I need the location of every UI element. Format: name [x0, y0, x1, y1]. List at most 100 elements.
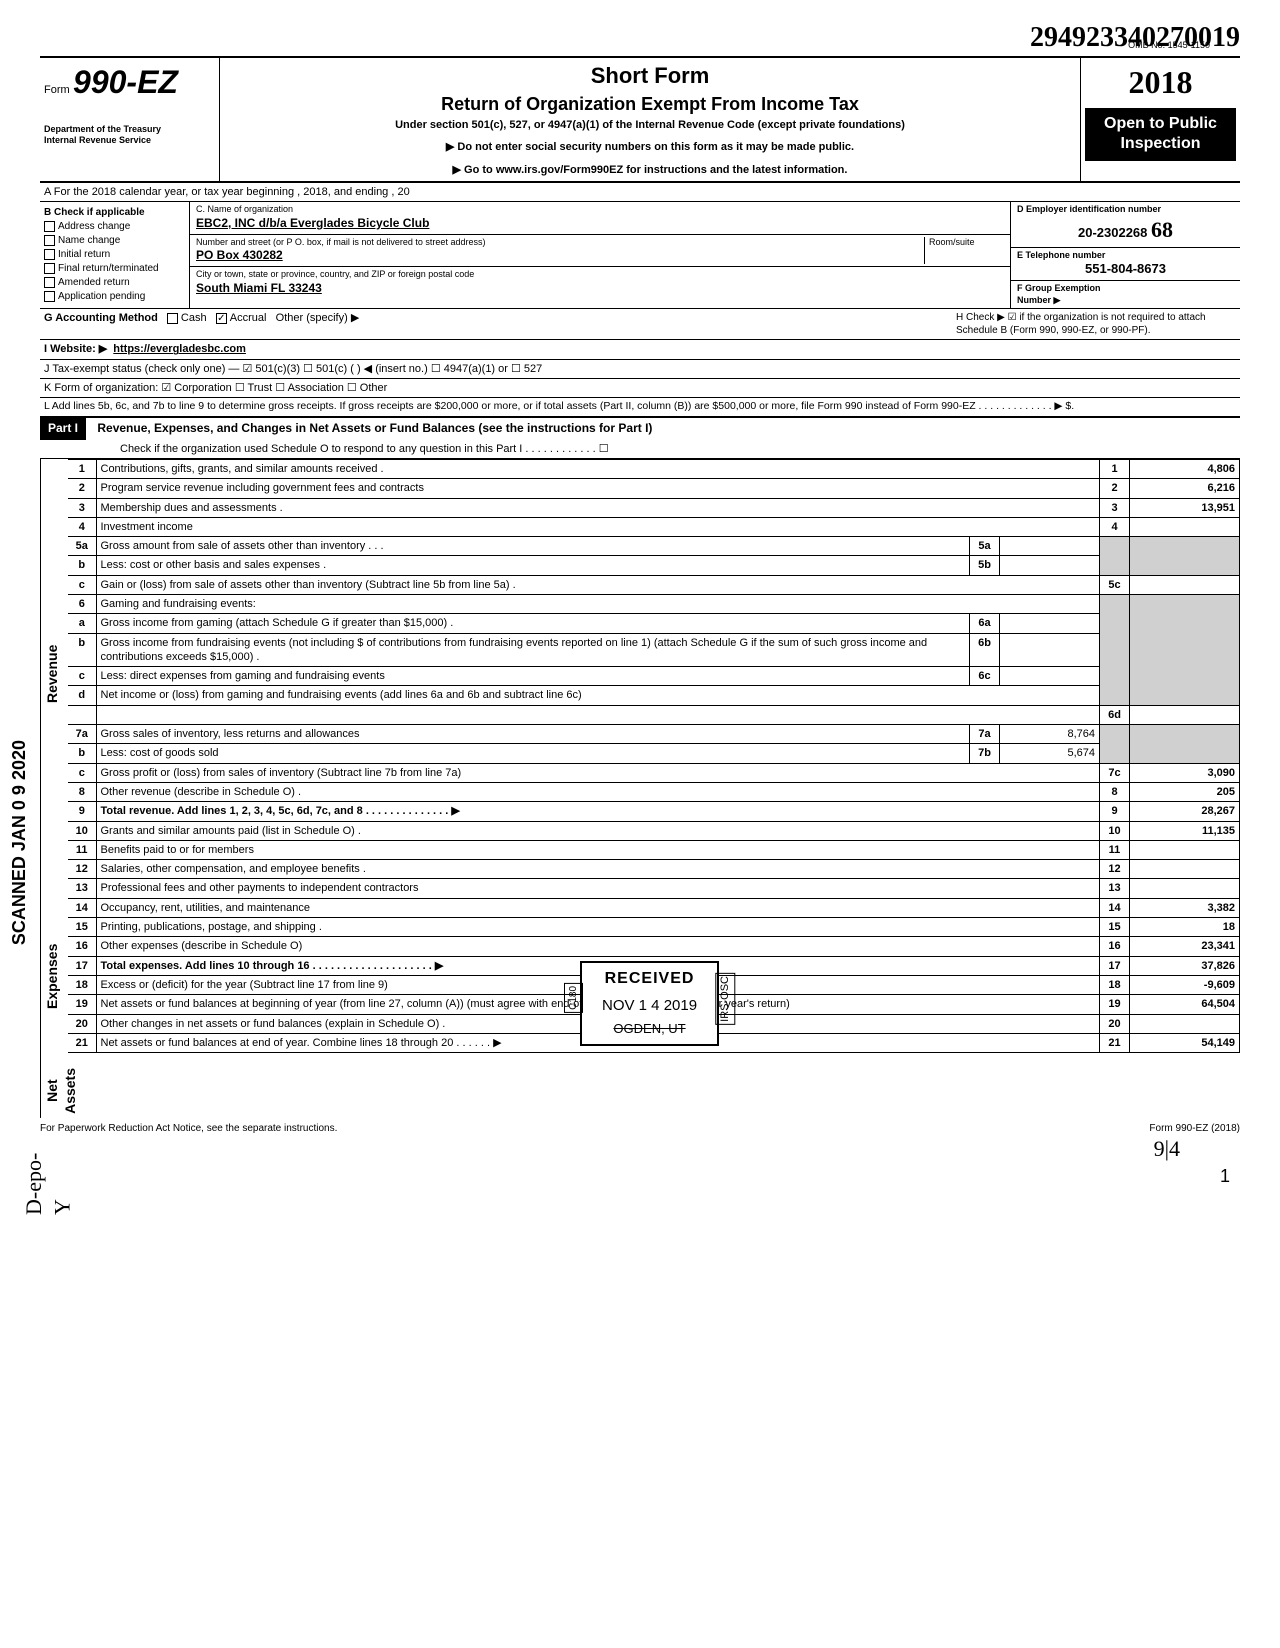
row-l: L Add lines 5b, 6c, and 7b to line 9 to …	[40, 398, 1240, 417]
c-city-row: City or town, state or province, country…	[190, 267, 1010, 298]
received-date: NOV 1 4 2019	[602, 996, 697, 1016]
received-side: IRS-OSC	[715, 973, 735, 1025]
side-netassets: Net Assets	[40, 1064, 68, 1118]
received-stamp: RECEIVED NOV 1 4 2019 OGDEN, UT IRS-OSC …	[580, 961, 719, 1046]
d-column: D Employer identification number 20-2302…	[1010, 202, 1240, 308]
c-name-label: C. Name of organization	[196, 204, 1004, 216]
phone: 551-804-8673	[1017, 261, 1234, 278]
chk-accrual[interactable]: ✓	[216, 313, 227, 324]
room-label: Room/suite	[929, 237, 1004, 249]
part1-header: Part I Revenue, Expenses, and Changes in…	[40, 417, 1240, 459]
e-label: E Telephone number	[1017, 250, 1234, 262]
line-5a: 5aGross amount from sale of assets other…	[68, 537, 1240, 556]
form-prefix: Form	[44, 84, 70, 96]
open-to-public: Open to Public Inspection	[1085, 108, 1236, 162]
form-note2: ▶ Go to www.irs.gov/Form990EZ for instru…	[228, 163, 1072, 177]
chk-name-change[interactable]: Name change	[44, 234, 185, 247]
chk-app-pending[interactable]: Application pending	[44, 290, 185, 303]
form-header: Form 990-EZ Department of the Treasury I…	[40, 56, 1240, 183]
tax-year: 2018	[1085, 62, 1236, 104]
received-loc: OGDEN, UT	[602, 1021, 697, 1038]
d-label: D Employer identification number	[1017, 204, 1234, 216]
hand-bottom-left: D-epo-Y	[20, 1145, 77, 1215]
e-phone-row: E Telephone number 551-804-8673	[1011, 248, 1240, 282]
chk-cash[interactable]	[167, 313, 178, 324]
page-number: 1	[1220, 1165, 1230, 1188]
line-16: 16Other expenses (describe in Schedule O…	[68, 937, 1240, 956]
chk-final-return[interactable]: Final return/terminated	[44, 262, 185, 275]
c-city-label: City or town, state or province, country…	[196, 269, 1004, 281]
part1-badge: Part I	[40, 418, 86, 440]
row-k: K Form of organization: ☑ Corporation ☐ …	[40, 379, 1240, 398]
line-13: 13Professional fees and other payments t…	[68, 879, 1240, 898]
row-j: J Tax-exempt status (check only one) — ☑…	[40, 360, 1240, 379]
side-expenses: Expenses	[40, 889, 68, 1064]
b-column: B Check if applicable Address change Nam…	[40, 202, 190, 308]
line-10: 10Grants and similar amounts paid (list …	[68, 821, 1240, 840]
footer-left: For Paperwork Reduction Act Notice, see …	[40, 1122, 337, 1135]
line-2: 2Program service revenue including gover…	[68, 479, 1240, 498]
footer: For Paperwork Reduction Act Notice, see …	[40, 1122, 1240, 1135]
org-address: PO Box 430282	[196, 248, 924, 264]
line-6b: bGross income from fundraising events (n…	[68, 633, 1240, 667]
org-city: South Miami FL 33243	[196, 281, 1004, 297]
footer-right: Form 990-EZ (2018)	[1149, 1122, 1240, 1135]
line-4: 4Investment income4	[68, 517, 1240, 536]
c-name-row: C. Name of organization EBC2, INC d/b/a …	[190, 202, 1010, 234]
received-code: C180	[564, 983, 583, 1013]
f-label: F Group Exemption Number ▶	[1017, 283, 1234, 306]
doc-id-row: 294923340270019 OMB No. 1545-1150	[40, 20, 1240, 52]
line-14: 14Occupancy, rent, utilities, and mainte…	[68, 898, 1240, 917]
lines-wrapper: Revenue Expenses Net Assets 1Contributio…	[40, 459, 1240, 1118]
line-5c: cGain or (loss) from sale of assets othe…	[68, 575, 1240, 594]
line-9: 9Total revenue. Add lines 1, 2, 3, 4, 5c…	[68, 802, 1240, 821]
line-15: 15Printing, publications, postage, and s…	[68, 918, 1240, 937]
g-other: Other (specify) ▶	[276, 312, 360, 324]
form-under: Under section 501(c), 527, or 4947(a)(1)…	[228, 118, 1072, 132]
dept-label: Department of the Treasury Internal Reve…	[44, 124, 215, 147]
row-i: I Website: ▶ https://evergladesbc.com	[40, 340, 1240, 359]
chk-address-change[interactable]: Address change	[44, 220, 185, 233]
i-label: I Website: ▶	[44, 342, 107, 356]
line-6a: aGross income from gaming (attach Schedu…	[68, 614, 1240, 633]
line-8: 8Other revenue (describe in Schedule O) …	[68, 782, 1240, 801]
line-7b: bLess: cost of goods sold7b5,674	[68, 744, 1240, 763]
row-g-h: G Accounting Method Cash ✓Accrual Other …	[40, 309, 1240, 340]
scanned-stamp: SCANNED JAN 0 9 2020	[8, 740, 31, 945]
chk-amended-return[interactable]: Amended return	[44, 276, 185, 289]
form-number-box: Form 990-EZ Department of the Treasury I…	[40, 58, 220, 181]
line-5b: bLess: cost or other basis and sales exp…	[68, 556, 1240, 575]
line-3: 3Membership dues and assessments .313,95…	[68, 498, 1240, 517]
section-bcdef: B Check if applicable Address change Nam…	[40, 202, 1240, 309]
line-6d-pre: dNet income or (loss) from gaming and fu…	[68, 686, 1240, 705]
g-label: G Accounting Method	[44, 312, 158, 324]
chk-initial-return[interactable]: Initial return	[44, 248, 185, 261]
side-revenue: Revenue	[40, 459, 68, 889]
org-name: EBC2, INC d/b/a Everglades Bicycle Club	[196, 216, 1004, 232]
c-column: C. Name of organization EBC2, INC d/b/a …	[190, 202, 1010, 308]
short-form-title: Short Form	[228, 62, 1072, 91]
c-addr-label: Number and street (or P O. box, if mail …	[196, 237, 924, 249]
line-6c: cLess: direct expenses from gaming and f…	[68, 667, 1240, 686]
b-label: B Check if applicable	[44, 206, 185, 219]
line-12: 12Salaries, other compensation, and empl…	[68, 860, 1240, 879]
form-subtitle: Return of Organization Exempt From Incom…	[228, 93, 1072, 116]
form-year-box: 2018 Open to Public Inspection	[1080, 58, 1240, 181]
received-title: RECEIVED	[602, 969, 697, 990]
ein-hand: 68	[1151, 217, 1173, 242]
part1-check: Check if the organization used Schedule …	[40, 440, 1240, 458]
form-note1: ▶ Do not enter social security numbers o…	[228, 140, 1072, 154]
line-6d: 6d	[68, 705, 1240, 724]
line-7a: 7aGross sales of inventory, less returns…	[68, 725, 1240, 744]
line-6: 6Gaming and fundraising events:	[68, 594, 1240, 613]
ein: 20-2302268	[1078, 225, 1147, 240]
form-title-box: Short Form Return of Organization Exempt…	[220, 58, 1080, 181]
website: https://evergladesbc.com	[113, 342, 246, 356]
row-a: A For the 2018 calendar year, or tax yea…	[40, 183, 1240, 202]
line-7c: cGross profit or (loss) from sales of in…	[68, 763, 1240, 782]
f-group-row: F Group Exemption Number ▶	[1011, 281, 1240, 308]
form-number: 990-EZ	[73, 64, 178, 100]
h-text: H Check ▶ ☑ if the organization is not r…	[956, 311, 1236, 337]
hand-bottom-right: 9|4	[1154, 1135, 1180, 1164]
d-ein-row: D Employer identification number 20-2302…	[1011, 202, 1240, 247]
